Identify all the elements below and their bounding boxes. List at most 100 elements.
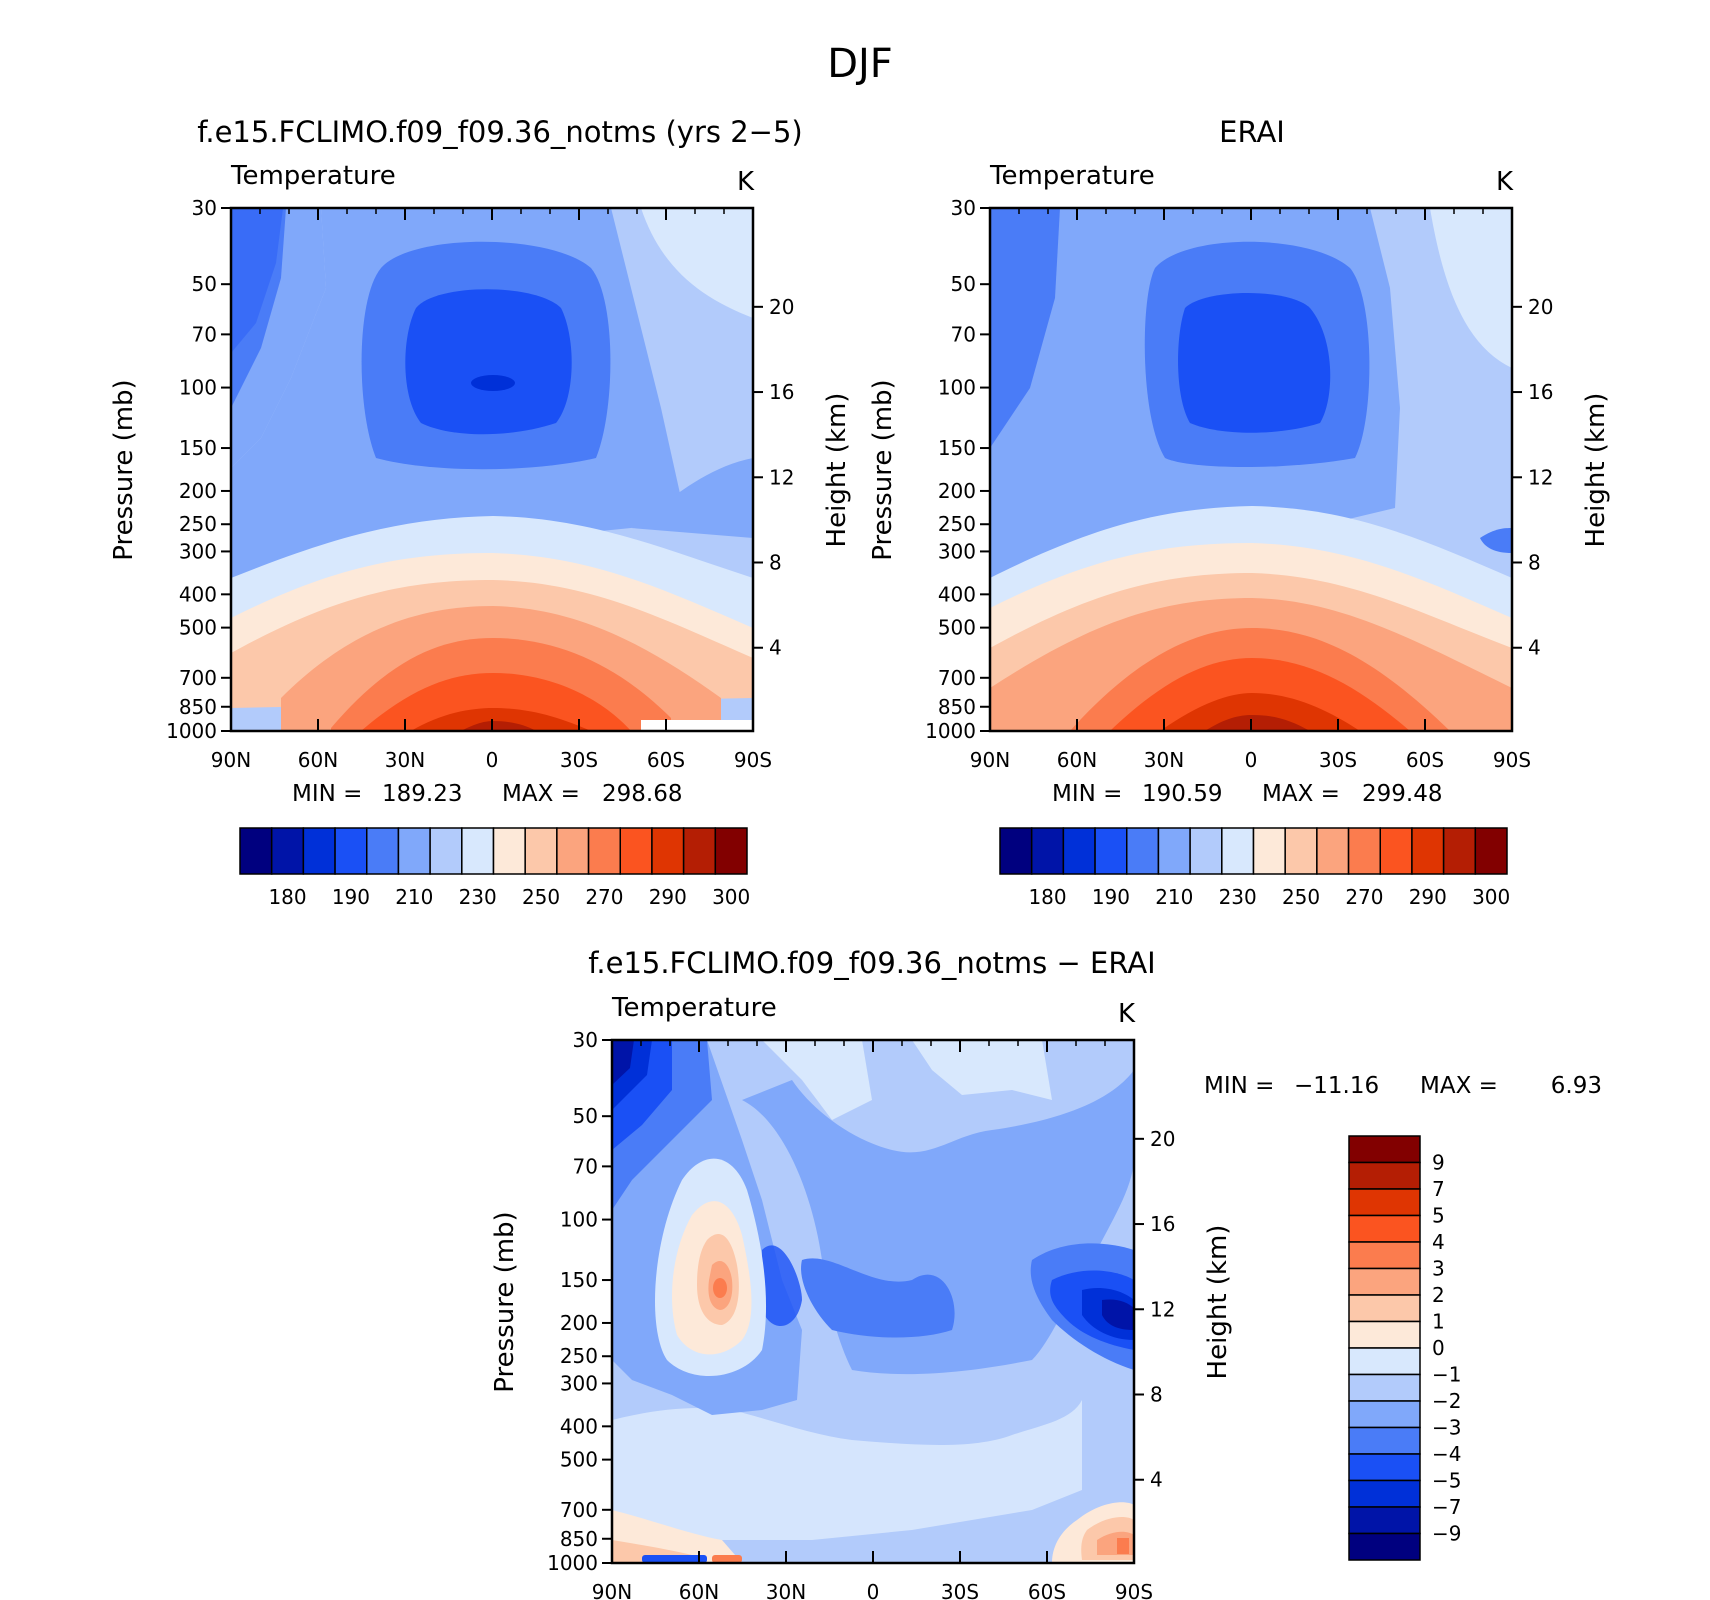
latitude-tick-label: 90N — [970, 748, 1010, 772]
panel-model-colorbar: 180 190 210 230 250 270 290 300 — [239, 827, 750, 909]
colorbar-swatch — [1442, 827, 1477, 875]
latitude-tick-label: 0 — [1245, 748, 1258, 772]
latitude-tick-label: 60S — [647, 748, 685, 772]
colorbar-label: 1 — [1432, 1310, 1445, 1334]
colorbar-swatch — [270, 827, 305, 875]
colorbar-label: 2 — [1432, 1283, 1445, 1307]
panel-obs-plot-area — [988, 206, 1514, 733]
pressure-tick-label: 30 — [951, 196, 976, 220]
pressure-tick-label: 850 — [560, 1527, 598, 1551]
panel-diff-title: f.e15.FCLIMO.f09_f09.36_notms − ERAI — [588, 946, 1155, 980]
pressure-tick-label: 850 — [179, 695, 217, 719]
colorbar-label: 7 — [1432, 1177, 1445, 1201]
pressure-tick-label: 400 — [179, 582, 217, 606]
colorbar-label: 230 — [1219, 885, 1257, 909]
panel-obs-variable: Temperature — [989, 161, 1155, 191]
pressure-tick-label: 70 — [192, 322, 217, 346]
panel-obs-colorbar: 180 190 210 230 250 270 290 300 — [999, 827, 1510, 909]
colorbar-swatch — [524, 827, 558, 875]
height-tick-label: 8 — [1150, 1383, 1163, 1407]
latitude-tick-label: 90S — [1115, 1580, 1153, 1600]
colorbar-swatch — [239, 827, 273, 875]
panel-diff-max-value: 6.93 — [1551, 1073, 1602, 1099]
colorbar-label: 250 — [522, 885, 560, 909]
colorbar-swatch — [587, 827, 621, 875]
pressure-tick-label: 300 — [179, 539, 217, 563]
colorbar-swatch — [1411, 827, 1445, 875]
panel-diff-axes: 3050701001502002503004005007008501000481… — [547, 1028, 1175, 1600]
latitude-tick-label: 60N — [679, 1580, 719, 1600]
colorbar-swatch — [1348, 1294, 1421, 1323]
panel-diff-min-value: −11.16 — [1294, 1073, 1379, 1099]
panel-obs-units: K — [1496, 167, 1514, 197]
colorbar-swatch — [1348, 1241, 1421, 1270]
colorbar-label: 0 — [1432, 1336, 1445, 1360]
colorbar-swatch — [397, 827, 431, 875]
pressure-tick-label: 70 — [951, 322, 976, 346]
panel-model-title: f.e15.FCLIMO.f09_f09.36_notms (yrs 2−5) — [197, 115, 802, 149]
colorbar-swatch — [1348, 1400, 1421, 1429]
latitude-tick-label: 0 — [867, 1580, 880, 1600]
pressure-tick-label: 400 — [560, 1414, 598, 1438]
panel-model-min-value: 189.23 — [382, 781, 462, 807]
colorbar-label: −9 — [1432, 1522, 1461, 1546]
pressure-tick-label: 50 — [573, 1104, 598, 1128]
pressure-tick-label: 250 — [560, 1344, 598, 1368]
panel-obs-axes: 3050701001502002503004005007008501000481… — [925, 196, 1553, 772]
colorbar-swatch — [302, 827, 336, 875]
colorbar-swatch — [1348, 1506, 1421, 1535]
colorbar-label: 290 — [649, 885, 687, 909]
colorbar-swatch — [492, 827, 526, 875]
panel-obs-max-value: 299.48 — [1362, 781, 1442, 807]
colorbar-label: −3 — [1432, 1416, 1461, 1440]
latitude-tick-label: 90S — [1493, 748, 1531, 772]
panel-model-units: K — [737, 167, 755, 197]
colorbar-label: −2 — [1432, 1389, 1461, 1413]
pressure-tick-label: 150 — [179, 436, 217, 460]
latitude-tick-label: 60N — [1057, 748, 1097, 772]
colorbar-label: 250 — [1282, 885, 1320, 909]
colorbar-label: 190 — [332, 885, 370, 909]
colorbar-label: 230 — [459, 885, 497, 909]
pressure-tick-label: 300 — [560, 1371, 598, 1395]
height-tick-label: 8 — [769, 551, 782, 575]
colorbar-label: 190 — [1092, 885, 1130, 909]
pressure-tick-label: 70 — [573, 1154, 598, 1178]
colorbar-swatch — [1348, 1426, 1421, 1455]
latitude-tick-label: 30N — [766, 1580, 806, 1600]
pressure-tick-label: 500 — [938, 616, 976, 640]
colorbar-swatch — [1157, 827, 1191, 875]
pressure-tick-label: 500 — [560, 1448, 598, 1472]
panel-obs-min-label: MIN = — [1052, 781, 1122, 807]
colorbar-swatch — [1347, 827, 1381, 875]
latitude-tick-label: 30S — [941, 1580, 979, 1600]
colorbar-label: 210 — [1155, 885, 1193, 909]
panel-model-max-label: MAX = — [502, 781, 580, 807]
pressure-tick-label: 250 — [179, 512, 217, 536]
latitude-tick-label: 90N — [211, 748, 251, 772]
latitude-tick-label: 60N — [298, 748, 338, 772]
height-tick-label: 8 — [1528, 551, 1541, 575]
pressure-tick-label: 700 — [938, 666, 976, 690]
colorbar-label: 270 — [1345, 885, 1383, 909]
pressure-tick-label: 100 — [938, 376, 976, 400]
pressure-tick-label: 500 — [179, 616, 217, 640]
height-tick-label: 16 — [1150, 1212, 1175, 1236]
latitude-tick-label: 90N — [592, 1580, 632, 1600]
colorbar-swatch — [1189, 827, 1223, 875]
colorbar-swatch — [682, 827, 717, 875]
pressure-tick-label: 150 — [560, 1268, 598, 1292]
latitude-tick-label: 30S — [560, 748, 598, 772]
height-tick-label: 12 — [1150, 1297, 1175, 1321]
colorbar-swatch — [1094, 827, 1128, 875]
panel-obs-stats: MIN = 190.59 MAX = 299.48 — [1052, 781, 1442, 807]
colorbar-swatch — [1348, 1214, 1421, 1243]
colorbar-swatch — [1348, 1188, 1421, 1217]
panel-diff-units: K — [1118, 999, 1136, 1029]
panel-diff-variable: Temperature — [611, 993, 777, 1023]
panel-model-min-label: MIN = — [292, 781, 362, 807]
height-tick-label: 12 — [1528, 465, 1553, 489]
pressure-tick-label: 200 — [938, 479, 976, 503]
panel-model-stats: MIN = 189.23 MAX = 298.68 — [292, 781, 682, 807]
colorbar-label: −1 — [1432, 1363, 1461, 1387]
